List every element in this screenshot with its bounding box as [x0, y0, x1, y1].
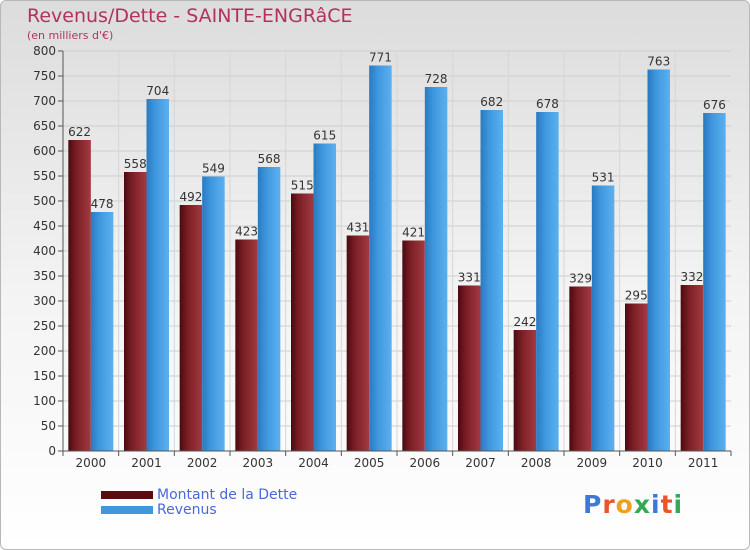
- bar-revenue: [480, 110, 503, 451]
- y-tick-label: 650: [33, 119, 56, 133]
- bar-debt: [124, 172, 147, 451]
- data-label: 771: [369, 51, 392, 65]
- data-label: 704: [146, 84, 169, 98]
- y-tick-label: 200: [33, 344, 56, 358]
- data-label: 678: [536, 97, 559, 111]
- data-label: 549: [202, 162, 225, 176]
- data-label: 515: [291, 179, 314, 193]
- legend-swatch-debt: [101, 490, 153, 499]
- logo-letter: P: [583, 490, 603, 519]
- legend-swatch-revenue: [101, 505, 153, 514]
- data-label: 676: [703, 98, 726, 112]
- logo-letter: i: [651, 490, 661, 519]
- logo-letter: i: [673, 490, 684, 519]
- y-tick-label: 550: [33, 169, 56, 183]
- y-tick-label: 600: [33, 144, 56, 158]
- data-label: 329: [569, 272, 592, 286]
- legend-item-revenue: Revenus: [101, 501, 297, 518]
- data-label: 332: [680, 270, 703, 284]
- data-label: 622: [68, 125, 91, 139]
- data-label: 421: [402, 226, 425, 240]
- chart-title: Revenus/Dette - SAINTE-ENGRâCE: [27, 5, 353, 27]
- bar-debt: [458, 285, 481, 451]
- x-tick-label: 2011: [688, 456, 719, 470]
- y-tick-label: 400: [33, 244, 56, 258]
- data-label: 682: [480, 95, 503, 109]
- legend: Montant de la Dette Revenus: [101, 486, 298, 518]
- bar-debt: [68, 140, 91, 451]
- logo-letter: r: [602, 490, 616, 519]
- bar-debt: [179, 205, 203, 451]
- bar-revenue: [257, 167, 281, 451]
- legend-item-debt: Montant de la Dette: [101, 486, 298, 503]
- data-label: 728: [425, 72, 448, 86]
- x-tick-label: 2007: [465, 456, 496, 470]
- x-tick-label: 2008: [521, 456, 552, 470]
- x-tick-label: 2003: [243, 456, 274, 470]
- bar-revenue: [536, 112, 559, 451]
- x-tick-label: 2010: [632, 456, 663, 470]
- chart-subtitle: (en milliers d'€): [27, 29, 114, 42]
- legend-label-revenue: Revenus: [157, 501, 217, 518]
- data-label: 558: [124, 157, 147, 171]
- y-tick-label: 800: [33, 44, 56, 58]
- data-label: 431: [346, 221, 369, 235]
- y-tick-label: 150: [33, 369, 56, 383]
- y-tick-label: 300: [33, 294, 56, 308]
- x-tick-label: 2001: [131, 456, 162, 470]
- y-tick-label: 100: [33, 394, 56, 408]
- y-tick-label: 0: [48, 444, 56, 458]
- data-label: 763: [647, 55, 670, 69]
- data-label: 423: [235, 225, 258, 239]
- data-label: 478: [91, 197, 114, 211]
- bar-debt: [569, 286, 592, 451]
- y-tick-label: 500: [33, 194, 56, 208]
- bar-debt: [625, 303, 648, 451]
- x-tick-label: 2002: [187, 456, 218, 470]
- x-tick-label: 2006: [410, 456, 441, 470]
- data-label: 531: [592, 171, 615, 185]
- bar-debt: [402, 240, 425, 451]
- bar-revenue: [369, 65, 392, 451]
- bar-revenue: [647, 69, 670, 451]
- data-label: 295: [625, 289, 648, 303]
- bar-revenue: [202, 176, 225, 451]
- data-label: 615: [313, 129, 336, 143]
- bar-debt: [235, 239, 258, 451]
- bar-revenue: [703, 113, 726, 451]
- bar-revenue: [313, 143, 336, 451]
- x-tick-label: 2000: [76, 456, 107, 470]
- bar-revenue: [591, 185, 615, 451]
- x-tick-label: 2009: [577, 456, 608, 470]
- bar-revenue: [90, 212, 114, 451]
- logo-letter: x: [633, 490, 651, 519]
- bar-revenue: [424, 87, 448, 451]
- logo-letter: o: [615, 490, 634, 519]
- bar-debt: [680, 285, 704, 451]
- y-tick-label: 350: [33, 269, 56, 283]
- y-tick-label: 450: [33, 219, 56, 233]
- y-tick-label: 50: [41, 419, 56, 433]
- y-tick-label: 250: [33, 319, 56, 333]
- proxiti-logo: Proxiti: [583, 490, 683, 519]
- y-tick-label: 700: [33, 94, 56, 108]
- bar-revenue: [146, 99, 169, 451]
- bar-debt: [346, 235, 370, 451]
- legend-label-debt: Montant de la Dette: [157, 486, 298, 503]
- data-label: 568: [258, 152, 281, 166]
- data-label: 331: [458, 271, 481, 285]
- bar-debt: [291, 193, 314, 451]
- x-tick-label: 2005: [354, 456, 385, 470]
- data-label: 492: [179, 190, 202, 204]
- logo-letter: t: [660, 490, 674, 519]
- data-label: 242: [513, 315, 536, 329]
- x-tick-label: 2004: [298, 456, 329, 470]
- y-tick-label: 750: [33, 69, 56, 83]
- bar-debt: [513, 330, 537, 451]
